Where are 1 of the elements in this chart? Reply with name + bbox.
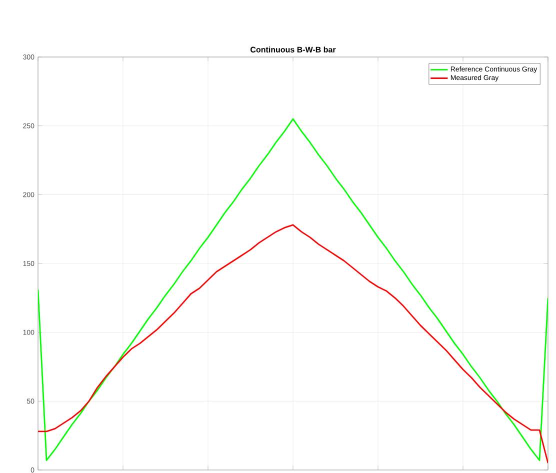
- chart-title: Continuous B-W-B bar: [250, 46, 336, 52]
